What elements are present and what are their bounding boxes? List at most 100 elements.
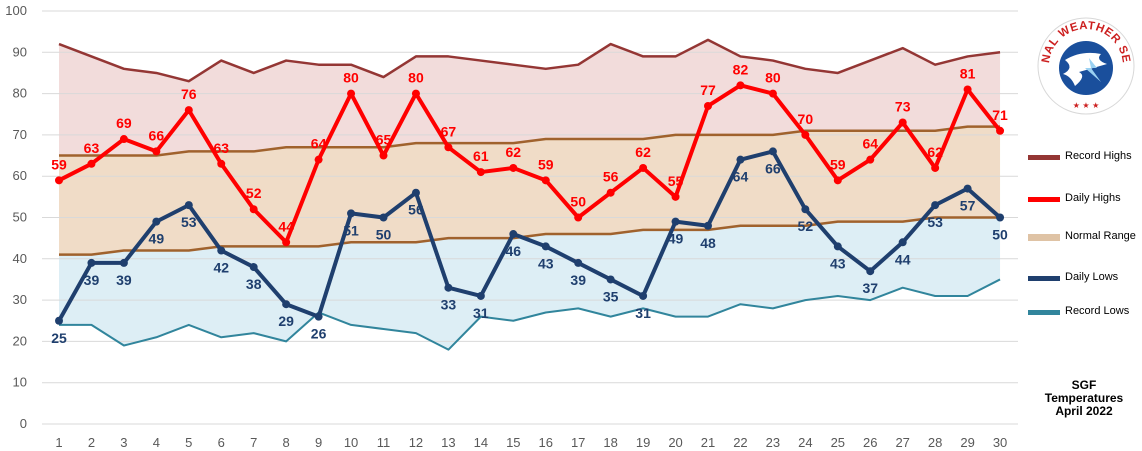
- daily-high-label: 62: [927, 144, 943, 160]
- daily-low-point: [55, 316, 63, 325]
- daily-high-label: 69: [116, 115, 132, 131]
- daily-high-label: 59: [830, 156, 846, 172]
- x-axis: 1 2 3 4 5 6 7 8 9 10 11 12 13 14 15 16 17 18 19 20 21 22 23 24 2…: [55, 435, 1007, 450]
- x-tick-label: 11: [377, 435, 391, 450]
- daily-high-point: [249, 205, 258, 214]
- legend-label: Record Lows: [1065, 305, 1130, 317]
- daily-low-label: 39: [570, 272, 586, 288]
- daily-highs-line: [58, 83, 1002, 245]
- daily-low-label: 46: [506, 243, 522, 259]
- daily-low-label: 49: [149, 231, 165, 247]
- x-tick-label: 27: [895, 435, 909, 450]
- x-tick-label: 22: [733, 435, 747, 450]
- daily-high-point: [671, 192, 680, 201]
- daily-high-label: 81: [960, 65, 976, 81]
- y-tick-label: 80: [13, 86, 27, 101]
- normal-low-line: [59, 216, 1001, 256]
- daily-high-point: [606, 188, 615, 197]
- daily-low-point: [347, 209, 356, 218]
- x-tick-label: 5: [185, 435, 192, 450]
- daily-high-label: 52: [246, 185, 262, 201]
- legend-swatch: [1028, 234, 1060, 241]
- shaded-bands: [59, 39, 1001, 350]
- legend-label: Daily Highs: [1065, 192, 1121, 204]
- legend-swatch: [1028, 155, 1060, 160]
- legend-swatch: [1028, 310, 1060, 315]
- daily-low-point: [411, 188, 420, 197]
- record-highs-line: [58, 38, 1001, 83]
- daily-high-point: [87, 159, 96, 168]
- legend-item: Daily Lows: [1028, 271, 1140, 285]
- y-tick-label: 100: [5, 3, 27, 18]
- daily-low-label: 43: [830, 255, 846, 271]
- chart-caption: SGF Temperatures April 2022: [1032, 379, 1136, 418]
- y-tick-label: 90: [13, 44, 27, 59]
- daily-high-label: 62: [635, 144, 651, 160]
- daily-low-point: [184, 201, 193, 210]
- daily-low-point: [768, 147, 777, 156]
- daily-low-point: [314, 312, 323, 321]
- daily-high-point: [282, 238, 291, 247]
- x-tick-label: 16: [539, 435, 553, 450]
- x-tick-label: 30: [993, 435, 1007, 450]
- daily-low-label: 39: [116, 272, 132, 288]
- daily-low-point: [671, 217, 680, 226]
- daily-low-label: 33: [441, 297, 457, 313]
- y-tick-label: 50: [13, 210, 27, 225]
- daily-low-point: [996, 213, 1005, 222]
- x-tick-label: 17: [571, 435, 585, 450]
- daily-high-label: 55: [668, 173, 684, 189]
- daily-high-point: [411, 89, 420, 98]
- daily-low-point: [119, 258, 128, 267]
- daily-high-point: [704, 101, 712, 110]
- daily-high-label: 77: [700, 82, 716, 98]
- daily-high-label: 71: [992, 107, 1008, 123]
- daily-high-label: 76: [181, 86, 197, 102]
- x-tick-label: 25: [831, 435, 845, 450]
- daily-high-label: 80: [408, 70, 424, 86]
- daily-low-label: 50: [376, 227, 392, 243]
- daily-low-point: [476, 291, 485, 300]
- legend-swatch: [1028, 197, 1060, 202]
- daily-high-point: [184, 106, 193, 115]
- record-high-band: [59, 39, 1001, 156]
- daily-low-point: [606, 275, 615, 284]
- x-tick-label: 24: [798, 435, 812, 450]
- daily-high-point: [55, 176, 63, 185]
- daily-high-point: [801, 130, 810, 139]
- y-tick-label: 70: [13, 127, 27, 142]
- daily-lows-line: [57, 149, 1002, 322]
- x-tick-label: 13: [441, 435, 455, 450]
- daily-low-point: [898, 238, 907, 247]
- daily-low-point: [866, 267, 875, 276]
- daily-high-point: [379, 151, 388, 160]
- daily-low-label: 31: [473, 305, 489, 321]
- legend-item: Normal Range: [1028, 230, 1140, 244]
- daily-low-point: [574, 258, 583, 267]
- x-tick-label: 8: [283, 435, 290, 450]
- daily-low-point: [931, 201, 940, 210]
- daily-high-label: 59: [538, 156, 554, 172]
- daily-low-label: 53: [927, 214, 943, 230]
- x-tick-label: 19: [636, 435, 650, 450]
- daily-high-label: 63: [84, 140, 100, 156]
- y-tick-label: 40: [13, 251, 27, 266]
- legend-item: Record Lows: [1028, 305, 1140, 319]
- legend-label: Normal Range: [1065, 230, 1136, 242]
- legend-item: Daily Highs: [1028, 192, 1140, 206]
- daily-high-point: [931, 163, 940, 172]
- daily-low-point: [282, 300, 291, 309]
- data-labels: 59 63 69 66 76 63 52 44 64 80 65 80 67 61 62 59 50 56 62 55…: [51, 61, 1008, 345]
- daily-high-point: [639, 163, 648, 172]
- daily-high-point: [119, 135, 128, 144]
- daily-high-point: [866, 155, 875, 164]
- daily-low-point: [444, 283, 453, 292]
- daily-low-label: 50: [992, 227, 1008, 243]
- x-tick-label: 15: [506, 435, 520, 450]
- daily-high-label: 66: [149, 127, 165, 143]
- daily-low-point: [736, 155, 745, 164]
- daily-high-label: 64: [311, 136, 327, 152]
- daily-high-label: 70: [798, 111, 814, 127]
- daily-high-label: 50: [570, 194, 586, 210]
- daily-low-label: 53: [181, 214, 197, 230]
